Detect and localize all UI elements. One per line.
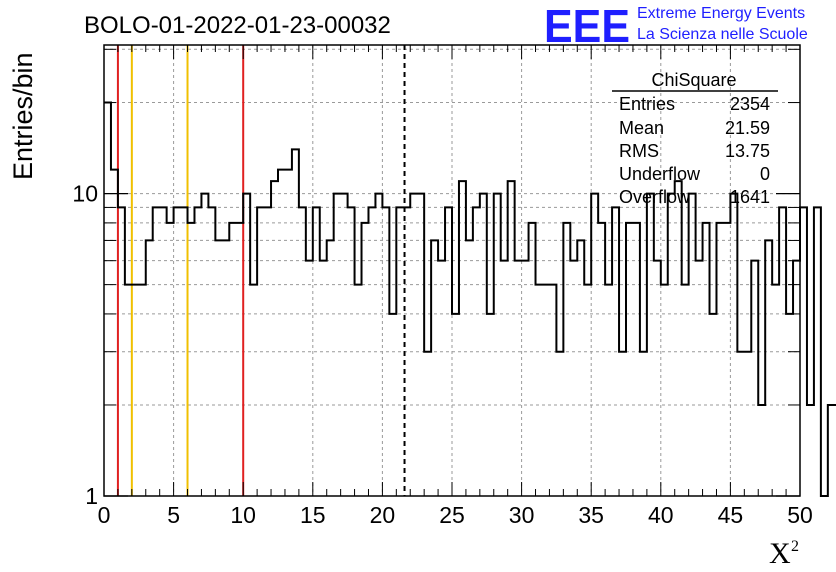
x-tick-label: 45	[718, 502, 744, 528]
logo-line1: Extreme Energy Events	[637, 5, 805, 22]
x-tick-label: 35	[578, 502, 604, 528]
reference-lines	[116, 45, 406, 496]
y-tick-label: 10	[72, 181, 98, 207]
stats-value-entries: 2354	[730, 94, 770, 114]
y-tick-label: 1	[85, 483, 98, 509]
histogram-series	[104, 101, 836, 497]
x-axis-label: X 2	[769, 537, 799, 570]
x-axis-label-superscript: 2	[791, 538, 799, 555]
x-tick-label: 50	[787, 502, 813, 528]
axes: 0 5 10 15 20 25 30 35 40 45 50 1 10	[72, 44, 813, 528]
x-tick-label: 25	[439, 502, 465, 528]
stats-label-overflow: Overflow	[619, 187, 691, 207]
x-tick-label: 30	[509, 502, 535, 528]
eee-logo: EEE Extreme Energy Events La Scienza nel…	[544, 0, 808, 52]
stats-value-mean: 21.59	[725, 118, 770, 138]
x-tick-label: 40	[648, 502, 674, 528]
histogram-line	[104, 101, 836, 497]
x-tick-label: 5	[167, 502, 180, 528]
chart-title: BOLO-01-2022-01-23-00032	[84, 12, 391, 39]
stats-value-underflow: 0	[760, 164, 770, 184]
stats-box: ChiSquare Entries 2354 Mean 21.59 RMS 13…	[612, 70, 778, 207]
stats-value-rms: 13.75	[725, 141, 770, 161]
logo-mark: EEE	[544, 0, 630, 52]
stats-label-mean: Mean	[619, 118, 664, 138]
stats-value-overflow: 1641	[730, 187, 770, 207]
stats-label-underflow: Underflow	[619, 164, 701, 184]
x-tick-label: 10	[230, 502, 256, 528]
x-axis-label-main: X	[769, 537, 791, 570]
stats-title: ChiSquare	[651, 70, 736, 90]
stats-label-rms: RMS	[619, 141, 659, 161]
stats-label-entries: Entries	[619, 94, 675, 114]
y-axis-label: Entries/bin	[8, 52, 38, 180]
logo-line2: La Scienza nelle Scuole	[637, 26, 808, 43]
x-tick-label: 20	[370, 502, 396, 528]
x-tick-label: 0	[98, 502, 111, 528]
x-tick-label: 15	[300, 502, 326, 528]
